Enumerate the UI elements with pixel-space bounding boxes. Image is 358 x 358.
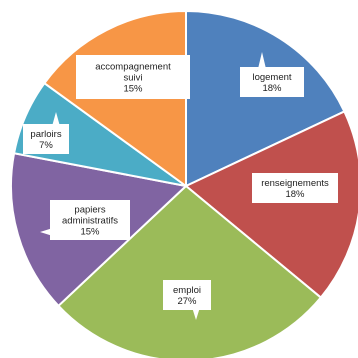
data-label-category: logement <box>252 72 291 83</box>
callout-box <box>76 55 190 99</box>
data-label-category: papiers <box>74 205 105 216</box>
data-label-category: suivi <box>123 73 142 84</box>
data-label-percent: 27% <box>177 296 197 307</box>
callout-box <box>23 124 69 154</box>
data-label-percent: 18% <box>262 83 282 94</box>
data-label-category: renseignements <box>261 178 329 189</box>
callout-box <box>240 67 304 97</box>
data-label-category: administratifs <box>62 216 118 227</box>
data-label-percent: 15% <box>123 84 143 95</box>
data-label-category: emploi <box>173 285 201 296</box>
data-label-percent: 7% <box>39 140 53 151</box>
data-label-category: parloirs <box>30 129 61 140</box>
pie-slice-renseignements <box>184 110 358 299</box>
callout-box <box>252 173 338 203</box>
data-label-category: accompagnement <box>95 62 171 73</box>
data-label-percent: 15% <box>80 227 100 238</box>
callout-box <box>50 200 130 240</box>
pie-slice-emploi <box>57 184 323 358</box>
callout-box <box>163 280 211 310</box>
data-label-percent: 18% <box>285 189 305 200</box>
pie-slice-logement <box>185 9 346 188</box>
pie-data-labels: logement18%renseignements18%emploi27%pap… <box>23 52 338 320</box>
